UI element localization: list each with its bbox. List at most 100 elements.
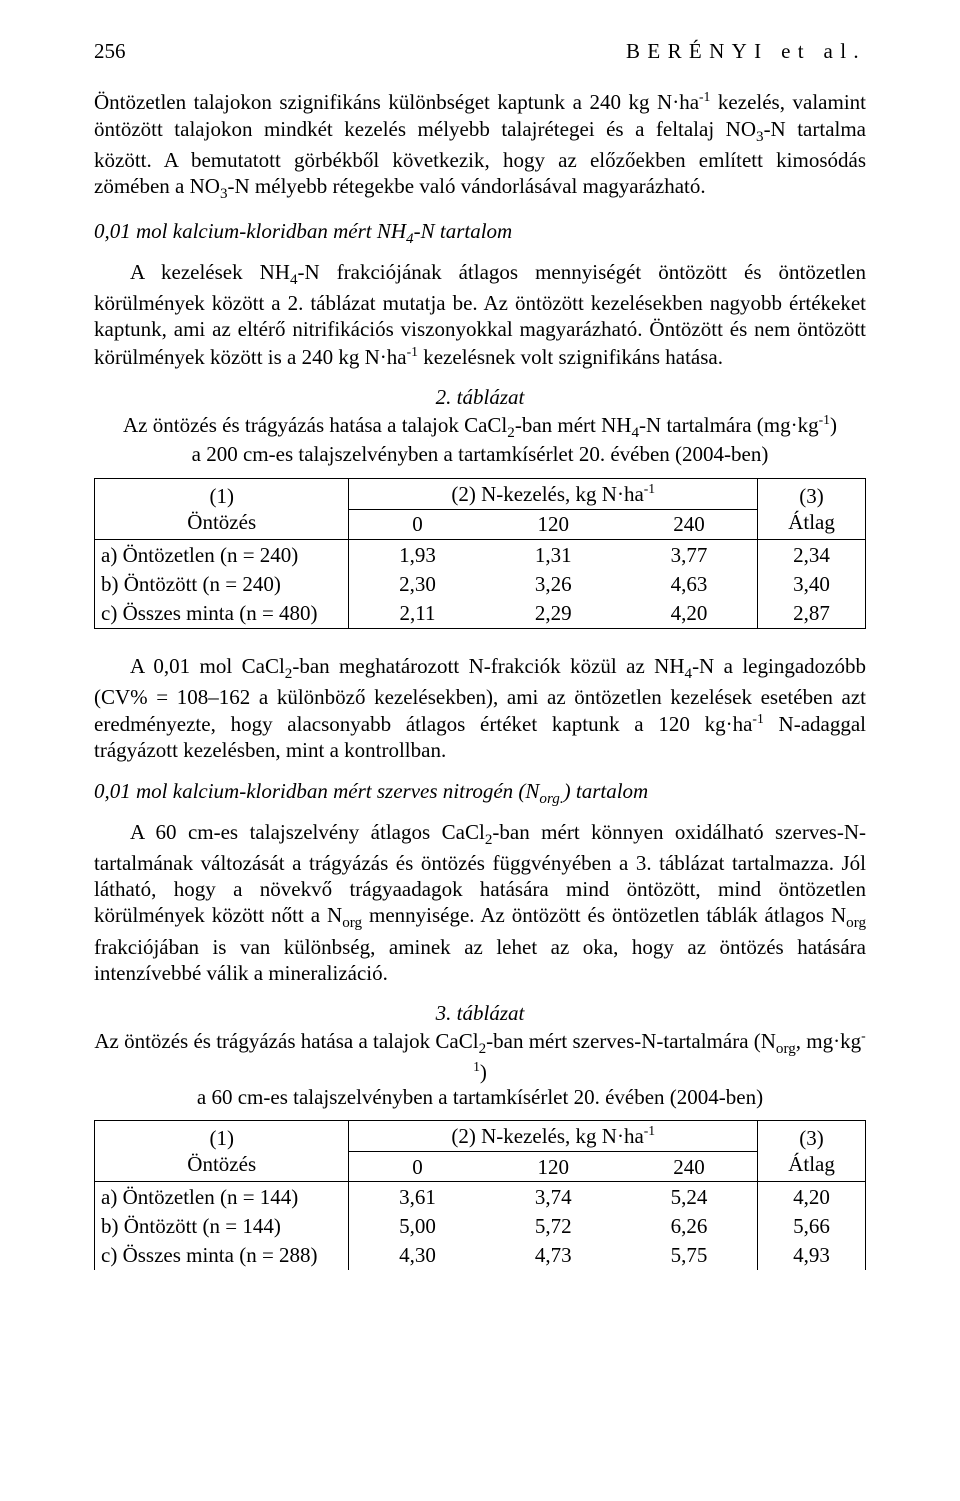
- table-row: b) Öntözött (n = 144) 5,00 5,72 6,26 5,6…: [95, 1212, 866, 1241]
- table-header-ontozes: (1) Öntözés: [95, 478, 349, 540]
- table-col-0: 0: [349, 509, 486, 539]
- text: (3): [799, 484, 824, 508]
- text: (1): [209, 1126, 234, 1150]
- table-cell: 2,87: [758, 599, 866, 629]
- table-3: (1) Öntözés (2) N-kezelés, kg N·ha-1 (3)…: [94, 1120, 866, 1270]
- subscript: org: [846, 916, 866, 932]
- table-cell: 5,66: [758, 1212, 866, 1241]
- superscript: -1: [644, 481, 655, 496]
- subscript: org.: [539, 791, 563, 807]
- text: -ban meghatározott N-frakciók közül az N…: [292, 654, 684, 678]
- text: ): [480, 1060, 487, 1084]
- table-cell: 1,93: [349, 540, 486, 570]
- text: A 0,01 mol CaCl: [130, 654, 285, 678]
- text: -N tartalmára (mg·kg: [639, 413, 819, 437]
- table-header-atlag: (3) Átlag: [758, 478, 866, 540]
- text: -ban mért szerves-N-tartalmára (N: [486, 1029, 776, 1053]
- superscript: -1: [752, 711, 763, 726]
- section-heading-nh4: 0,01 mol kalcium-kloridban mért NH4-N ta…: [94, 218, 866, 249]
- table-row: c) Összes minta (n = 480) 2,11 2,29 4,20…: [95, 599, 866, 629]
- text: 0,01 mol kalcium-kloridban mért szerves …: [94, 779, 539, 803]
- text: A 60 cm-es talajszelvény átlagos CaCl: [130, 820, 485, 844]
- table-header-ontozes: (1) Öntözés: [95, 1120, 349, 1182]
- text: Az öntözés és trágyázás hatása a talajok…: [123, 413, 507, 437]
- table-3-caption: Az öntözés és trágyázás hatása a talajok…: [94, 1028, 866, 1110]
- table-cell: 2,11: [349, 599, 486, 629]
- running-title: BERÉNYI et al.: [626, 38, 866, 64]
- table-col-120: 120: [486, 509, 621, 539]
- table-cell: 4,30: [349, 1241, 486, 1270]
- superscript: -1: [407, 344, 418, 359]
- table-cell: b) Öntözött (n = 144): [95, 1212, 349, 1241]
- subscript: 4: [685, 666, 693, 682]
- subscript: 4: [631, 425, 639, 441]
- superscript: -1: [699, 89, 710, 104]
- table-header-atlag: (3) Átlag: [758, 1120, 866, 1182]
- table-row: c) Összes minta (n = 288) 4,30 4,73 5,75…: [95, 1241, 866, 1270]
- page-header: 256 BERÉNYI et al.: [94, 38, 866, 64]
- table-cell: 3,61: [349, 1182, 486, 1212]
- table-cell: 4,20: [758, 1182, 866, 1212]
- table-cell: 2,34: [758, 540, 866, 570]
- text: (3): [799, 1126, 824, 1150]
- text: (1): [209, 484, 234, 508]
- table-cell: 6,26: [621, 1212, 758, 1241]
- table-cell: a) Öntözetlen (n = 144): [95, 1182, 349, 1212]
- table-cell: a) Öntözetlen (n = 240): [95, 540, 349, 570]
- text: -N mélyebb rétegekbe való vándorlásával …: [228, 174, 706, 198]
- text: 0,01 mol kalcium-kloridban mért NH: [94, 219, 406, 243]
- table-cell: 2,30: [349, 569, 486, 598]
- subscript: 3: [756, 129, 764, 145]
- section-heading-norg: 0,01 mol kalcium-kloridban mért szerves …: [94, 778, 866, 809]
- table-header-nkezeles: (2) N-kezelés, kg N·ha-1: [349, 478, 758, 509]
- table-cell: 5,75: [621, 1241, 758, 1270]
- page-number: 256: [94, 38, 126, 64]
- text: -N tartalom: [414, 219, 513, 243]
- table-2: (1) Öntözés (2) N-kezelés, kg N·ha-1 (3)…: [94, 478, 866, 629]
- table-col-120: 120: [486, 1152, 621, 1182]
- table-cell: 4,73: [486, 1241, 621, 1270]
- text: A kezelések NH: [130, 260, 290, 284]
- subscript: 4: [406, 231, 414, 247]
- paragraph-1: Öntözetlen talajokon szignifikáns különb…: [94, 88, 866, 204]
- text: Öntözetlen talajokon szignifikáns különb…: [94, 90, 699, 114]
- table-cell: 5,00: [349, 1212, 486, 1241]
- text: Öntözés: [187, 1152, 256, 1176]
- table-col-240: 240: [621, 1152, 758, 1182]
- paragraph-2: A kezelések NH4-N frakciójának átlagos m…: [94, 259, 866, 370]
- table-cell: 5,24: [621, 1182, 758, 1212]
- text: Átlag: [788, 1152, 835, 1176]
- superscript: -1: [819, 412, 830, 427]
- table-cell: 5,72: [486, 1212, 621, 1241]
- table-row: b) Öntözött (n = 240) 2,30 3,26 4,63 3,4…: [95, 569, 866, 598]
- table-cell: 3,77: [621, 540, 758, 570]
- text: Öntözés: [187, 510, 256, 534]
- text: mennyisége. Az öntözött és öntözetlen tá…: [362, 903, 846, 927]
- text: Átlag: [788, 510, 835, 534]
- superscript: -1: [644, 1123, 655, 1138]
- text: -ban mért NH: [515, 413, 632, 437]
- text: a 200 cm-es talajszelvényben a tartamkís…: [192, 442, 769, 466]
- text: frakciójában is van különbség, aminek az…: [94, 935, 866, 985]
- text: kezelésnek volt szignifikáns hatása.: [418, 345, 723, 369]
- table-col-240: 240: [621, 509, 758, 539]
- table-row: a) Öntözetlen (n = 144) 3,61 3,74 5,24 4…: [95, 1182, 866, 1212]
- table-cell: 3,74: [486, 1182, 621, 1212]
- table-cell: 1,31: [486, 540, 621, 570]
- table-cell: 4,20: [621, 599, 758, 629]
- subscript: 4: [290, 272, 298, 288]
- subscript: 3: [220, 186, 228, 202]
- text: , mg·kg: [796, 1029, 861, 1053]
- paragraph-3: A 0,01 mol CaCl2-ban meghatározott N-fra…: [94, 653, 866, 764]
- table-header-nkezeles: (2) N-kezelés, kg N·ha-1: [349, 1120, 758, 1151]
- text: (2) N-kezelés, kg N·ha: [451, 1124, 643, 1148]
- subscript: 2: [507, 425, 515, 441]
- table-cell: c) Összes minta (n = 480): [95, 599, 349, 629]
- text: (2) N-kezelés, kg N·ha: [451, 482, 643, 506]
- text: ): [830, 413, 837, 437]
- subscript: org: [776, 1041, 796, 1057]
- table-2-caption: Az öntözés és trágyázás hatása a talajok…: [94, 412, 866, 468]
- paragraph-4: A 60 cm-es talajszelvény átlagos CaCl2-b…: [94, 819, 866, 986]
- table-cell: 4,63: [621, 569, 758, 598]
- text: a 60 cm-es talajszelvényben a tartamkísé…: [197, 1085, 763, 1109]
